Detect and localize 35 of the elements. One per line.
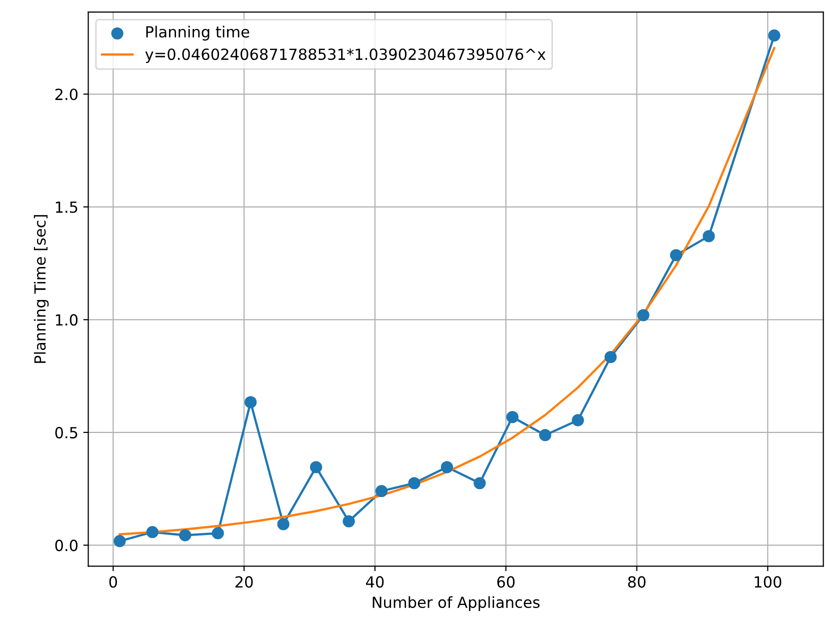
point	[572, 414, 584, 426]
point	[310, 461, 322, 474]
point	[637, 309, 650, 322]
y-tick-label: 0.5	[55, 426, 78, 438]
point	[277, 518, 290, 530]
y-tick-label: 0.0	[55, 540, 78, 552]
point	[604, 351, 617, 364]
point	[375, 484, 388, 498]
point	[342, 515, 355, 528]
point	[670, 249, 682, 262]
y-tick-label: 1.5	[56, 202, 78, 213]
legend-label: Planning time	[146, 26, 250, 41]
point	[702, 230, 715, 242]
point	[768, 29, 780, 42]
point	[408, 477, 420, 490]
x-tick-label: 60	[497, 576, 515, 588]
point	[474, 477, 486, 490]
y-tick-label: 2.0	[55, 88, 78, 100]
point	[146, 526, 158, 538]
point	[244, 396, 257, 408]
x-tick-label: 80	[628, 576, 646, 588]
x-tick-label: 20	[235, 576, 253, 588]
point	[440, 461, 454, 474]
x-tick-label: 100	[754, 576, 782, 588]
x-tick-label: 0	[109, 576, 117, 588]
point	[539, 429, 552, 442]
y-tick-label: 1.0	[56, 314, 78, 326]
point	[212, 527, 224, 540]
point	[506, 411, 519, 424]
legend-label: y=0.04602406871788531*1.0390230467395076^x	[145, 48, 546, 64]
x-tick-label: 40	[366, 576, 384, 588]
y-axis-title: Planning Time [sec]	[34, 215, 49, 363]
x-axis-title: Number of Appliances	[372, 596, 540, 612]
point	[179, 529, 192, 542]
point	[114, 535, 126, 548]
